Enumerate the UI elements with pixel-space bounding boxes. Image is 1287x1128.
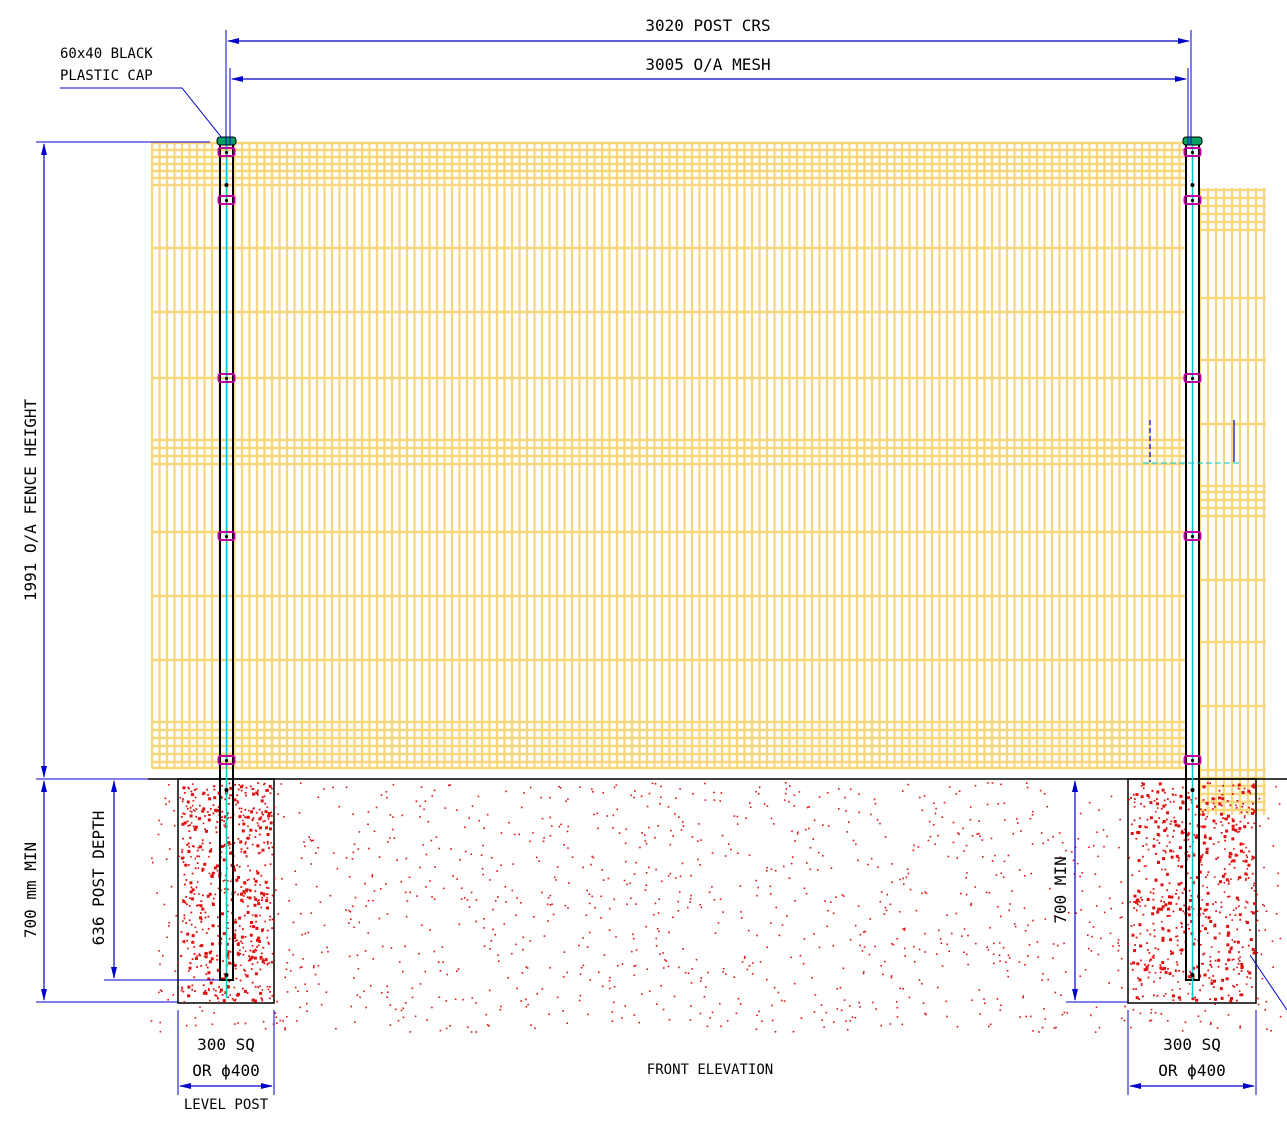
cap-leader: 60x40 BLACK PLASTIC CAP [60,46,223,139]
dim-post-depth: 636 POST DEPTH [89,780,220,981]
label-footing-right-alt: OR ϕ400 [1158,1061,1225,1080]
dim-fence-height: 1991 O/A FENCE HEIGHT [21,141,210,780]
label-embed-left: 700 mm MIN [21,842,40,938]
post-cap [1182,136,1203,146]
mesh-panel [150,141,1186,770]
left-post [216,136,237,998]
adjacent-mesh-panel [1198,188,1266,815]
dim-post-centres: 3020 POST CRS [225,16,1192,145]
dim-footing-right: 300 SQ OR ϕ400 [1127,1010,1257,1095]
label-cap-line1: 60x40 BLACK [60,46,153,62]
ground-hatch [150,782,1282,1033]
post-footnote: LEVEL POST [184,1097,269,1113]
dim-embed-left: 700 mm MIN [21,780,178,1003]
label-mesh-overall: 3005 O/A MESH [645,55,770,74]
concrete-hatch [180,782,1257,1003]
dim-footing-left: 300 SQ OR ϕ400 [177,1010,275,1095]
label-footing-left-alt: OR ϕ400 [192,1061,259,1080]
right-post [1182,136,1203,998]
label-cap-line2: PLASTIC CAP [60,68,153,84]
label-footing-right-size: 300 SQ [1163,1035,1221,1054]
dim-embed-right: 700 MIN [1051,780,1128,1003]
dim-mesh-overall: 3005 O/A MESH [229,55,1189,145]
label-post-centres: 3020 POST CRS [645,16,770,35]
section-marker [1143,420,1242,464]
right-leader [1249,954,1287,1011]
label-footing-left-size: 300 SQ [197,1035,255,1054]
label-fence-height: 1991 O/A FENCE HEIGHT [21,398,40,601]
mesh-clips [217,147,1202,977]
label-post-depth: 636 POST DEPTH [89,811,108,946]
drawing-title: FRONT ELEVATION [647,1062,773,1078]
label-embed-right: 700 MIN [1051,856,1070,923]
